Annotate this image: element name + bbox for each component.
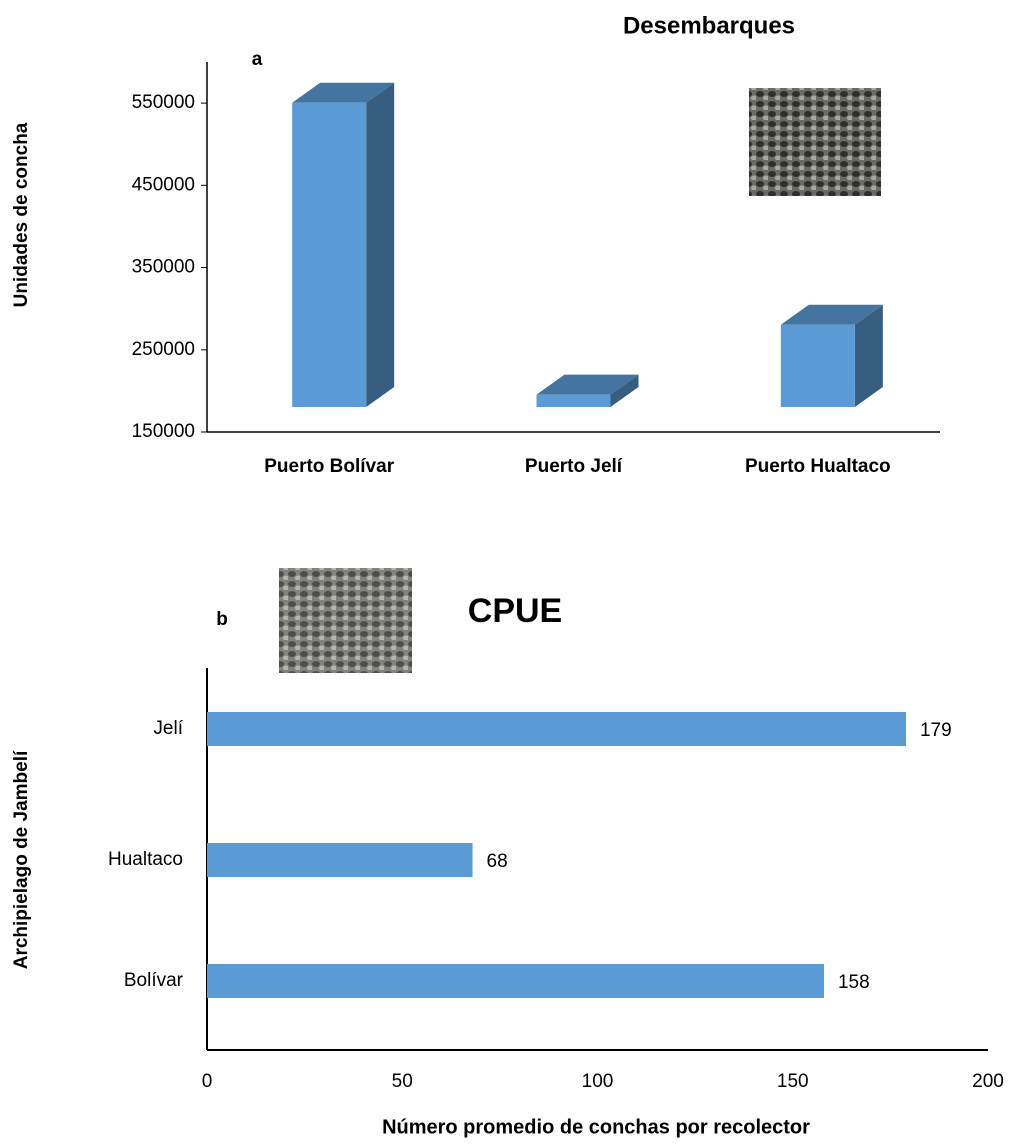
figure: Desembarques a Unidades de concha CPUE b… [0, 0, 1009, 1142]
y-tick-label: 150000 [132, 421, 195, 442]
chart-title: Desembarques [623, 12, 795, 39]
x-tick-label: Puerto Bolívar [264, 456, 394, 477]
y-tick-label: 450000 [132, 174, 195, 195]
chart-title: CPUE [468, 592, 562, 630]
x-axis-label: Número promedio de conchas por recolecto… [382, 1116, 810, 1138]
y-axis-label: Unidades de concha [11, 122, 32, 307]
y-tick-label: 550000 [132, 92, 195, 113]
shell-photo [749, 88, 881, 196]
y-tick-label: Bolívar [124, 970, 184, 991]
bar [207, 964, 824, 998]
x-tick-label: 150 [777, 1071, 809, 1092]
x-tick-label: 100 [582, 1071, 614, 1092]
bar [537, 375, 639, 407]
bar [292, 83, 394, 407]
basket-photo [279, 568, 412, 673]
y-tick-label: 350000 [132, 257, 195, 278]
value-label: 179 [920, 720, 952, 741]
bar-face [292, 103, 366, 407]
bar [781, 305, 883, 407]
x-tick-label: 200 [972, 1071, 1004, 1092]
bar-face [537, 395, 611, 407]
panel-label: b [216, 609, 228, 630]
x-tick-label: Puerto Hualtaco [745, 456, 891, 477]
x-tick-label: 50 [392, 1071, 413, 1092]
y-axis-label: Archipielago de Jambelí [11, 750, 32, 969]
panel-label: a [252, 49, 263, 70]
x-tick-label: Puerto Jelí [525, 456, 623, 477]
value-label: 158 [838, 972, 870, 993]
bar-face [781, 325, 855, 407]
bar [207, 712, 906, 746]
x-tick-label: 0 [202, 1071, 213, 1092]
bar [207, 843, 473, 877]
value-label: 68 [487, 851, 508, 872]
bar-face [366, 83, 394, 407]
y-tick-label: Jelí [153, 718, 183, 739]
y-tick-label: 250000 [132, 339, 195, 360]
y-tick-label: Hualtaco [108, 849, 183, 870]
